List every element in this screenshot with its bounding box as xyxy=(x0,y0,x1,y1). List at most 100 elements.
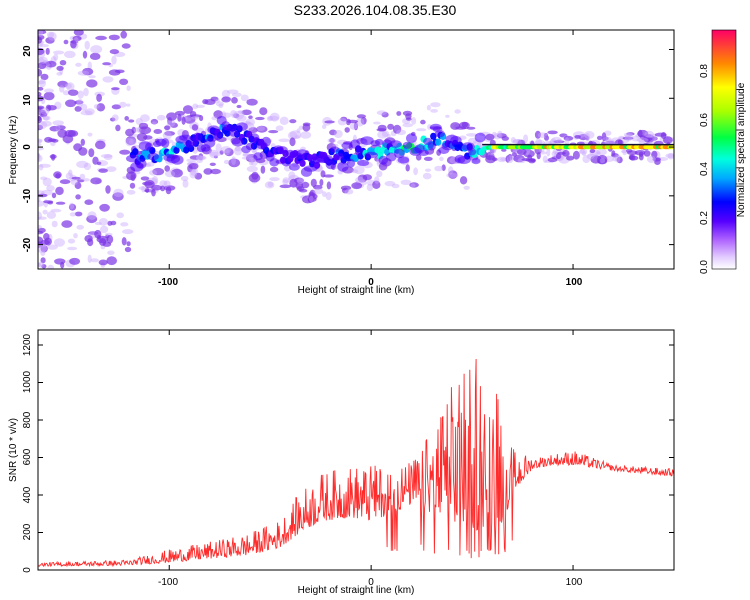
spectrogram-noise-cell xyxy=(102,241,112,247)
top-ytick-label: -20 xyxy=(22,237,33,252)
spectrogram-noise-cell xyxy=(302,123,311,132)
spectrogram-noise-cell xyxy=(164,131,176,136)
spectrogram-noise-cell xyxy=(376,110,387,116)
spectrogram-noise-cell xyxy=(96,93,102,102)
spectrogram-noise-cell xyxy=(513,154,525,163)
spectrogram-noise-cell xyxy=(65,172,74,180)
spectrogram-noise-cell xyxy=(378,162,388,171)
spectrogram-noise-cell xyxy=(353,122,358,131)
spectrogram-noise-cell xyxy=(121,237,127,246)
spectrogram-noise-cell xyxy=(40,257,46,264)
spectrogram-noise-cell xyxy=(120,222,129,227)
spectrogram-noise-cell xyxy=(51,192,57,199)
spectrogram-noise-cell xyxy=(38,68,43,77)
spectrogram-noise-cell xyxy=(628,154,634,160)
spectrogram-noise-cell xyxy=(643,150,651,157)
spectrogram-noise-cell xyxy=(248,173,261,183)
spectrogram-noise-cell xyxy=(98,259,108,266)
spectrogram-noise-cell xyxy=(45,37,55,44)
spectrogram-noise-cell xyxy=(209,149,219,159)
spectrogram-noise-cell xyxy=(521,158,532,161)
spectrogram-noise-cell xyxy=(287,131,298,140)
spectrogram-noise-cell xyxy=(46,31,55,38)
spectrogram-noise-cell xyxy=(294,135,301,139)
spectrogram-noise-cell xyxy=(231,113,237,119)
spectrogram-noise-cell xyxy=(76,160,89,168)
spectrogram-noise-cell xyxy=(534,130,541,139)
spectrogram-noise-cell xyxy=(599,158,606,164)
spectrogram-ridge-halo xyxy=(179,134,192,141)
spectrogram-noise-cell xyxy=(73,143,83,152)
spectrogram-noise-cell xyxy=(107,250,115,256)
spectrogram-noise-cell xyxy=(374,176,380,184)
spectrogram-noise-cell xyxy=(59,85,65,93)
spectrogram-ridge-halo xyxy=(429,123,442,131)
spectrogram-noise-cell xyxy=(237,110,244,114)
spectrogram-noise-cell xyxy=(341,187,349,194)
spectrogram-noise-cell xyxy=(53,50,65,55)
spectrogram-noise-cell xyxy=(51,138,59,143)
spectrogram-ridge-halo xyxy=(389,140,402,148)
spectrogram-noise-cell xyxy=(43,116,50,121)
spectrogram-ridge-halo xyxy=(357,159,370,167)
spectrogram-ridge-halo xyxy=(471,158,481,165)
spectrogram-noise-cell xyxy=(115,124,121,132)
spectrogram-noise-cell xyxy=(87,132,93,137)
spectrogram-noise-cell xyxy=(556,138,563,144)
spectrogram-ridge-halo xyxy=(285,149,295,158)
spectrogram-noise-cell xyxy=(647,155,656,163)
spectrogram-noise-cell xyxy=(638,154,644,161)
spectrogram-ridge-cell xyxy=(299,159,306,167)
spectrogram-noise-cell xyxy=(42,177,52,187)
spectrogram-noise-cell xyxy=(88,75,96,79)
spectrogram-noise-cell xyxy=(170,122,178,128)
spectrogram-noise-cell xyxy=(459,176,468,185)
spectrogram-noise-cell xyxy=(624,133,633,142)
spectrogram-noise-cell xyxy=(282,177,290,184)
spectrogram-noise-cell xyxy=(82,67,94,76)
spectrogram-noise-cell xyxy=(90,45,103,54)
bot-ytick-label: 600 xyxy=(22,448,33,465)
spectrogram-ridge-halo xyxy=(441,142,455,151)
spectrogram-noise-cell xyxy=(128,138,137,146)
spectrogram-noise-cell xyxy=(195,155,206,160)
spectrogram-noise-cell xyxy=(269,177,280,182)
spectrogram-ridge-halo xyxy=(192,132,203,142)
spectrogram-ridge-cell xyxy=(224,129,231,137)
spectrogram-noise-cell xyxy=(323,174,334,178)
spectrogram-noise-cell xyxy=(224,149,230,156)
spectrogram-noise-cell xyxy=(40,73,49,81)
spectrogram-noise-cell xyxy=(38,121,48,130)
spectrogram-noise-cell xyxy=(264,181,275,189)
spectrogram-noise-cell xyxy=(585,135,590,141)
spectrogram-noise-cell xyxy=(194,172,203,180)
spectrogram-noise-cell xyxy=(38,36,42,44)
spectrogram-noise-cell xyxy=(492,157,498,162)
spectrogram-noise-cell xyxy=(64,129,76,138)
spectrogram-noise-cell xyxy=(445,114,450,118)
spectrogram-noise-cell xyxy=(434,165,444,172)
spectrogram-noise-cell xyxy=(82,50,88,59)
spectrogram-noise-cell xyxy=(248,157,254,166)
spectrogram-noise-cell xyxy=(231,97,238,104)
spectrogram-noise-cell xyxy=(381,130,390,137)
spectrogram-noise-cell xyxy=(426,104,431,111)
spectrogram-ridge-halo xyxy=(474,132,486,143)
spectrogram-noise-cell xyxy=(98,168,108,173)
spectrogram-noise-cell xyxy=(84,108,95,116)
spectrogram-noise-cell xyxy=(38,147,45,151)
spectrogram-noise-cell xyxy=(623,132,633,137)
spectrogram-noise-cell xyxy=(542,155,548,163)
spectrogram-noise-cell xyxy=(356,114,366,119)
spectrogram-noise-cell xyxy=(152,167,165,176)
spectrogram-noise-cell xyxy=(309,195,314,203)
spectrogram-noise-cell xyxy=(73,233,78,239)
spectrogram-noise-cell xyxy=(189,155,201,161)
spectrogram-noise-cell xyxy=(579,148,588,155)
spectrogram-noise-cell xyxy=(47,244,58,250)
spectrogram-noise-cell xyxy=(210,96,219,102)
spectrogram-noise-cell xyxy=(196,155,204,163)
spectrogram-noise-cell xyxy=(493,133,502,140)
spectrogram-noise-cell xyxy=(463,185,470,190)
spectrogram-noise-cell xyxy=(38,261,44,268)
